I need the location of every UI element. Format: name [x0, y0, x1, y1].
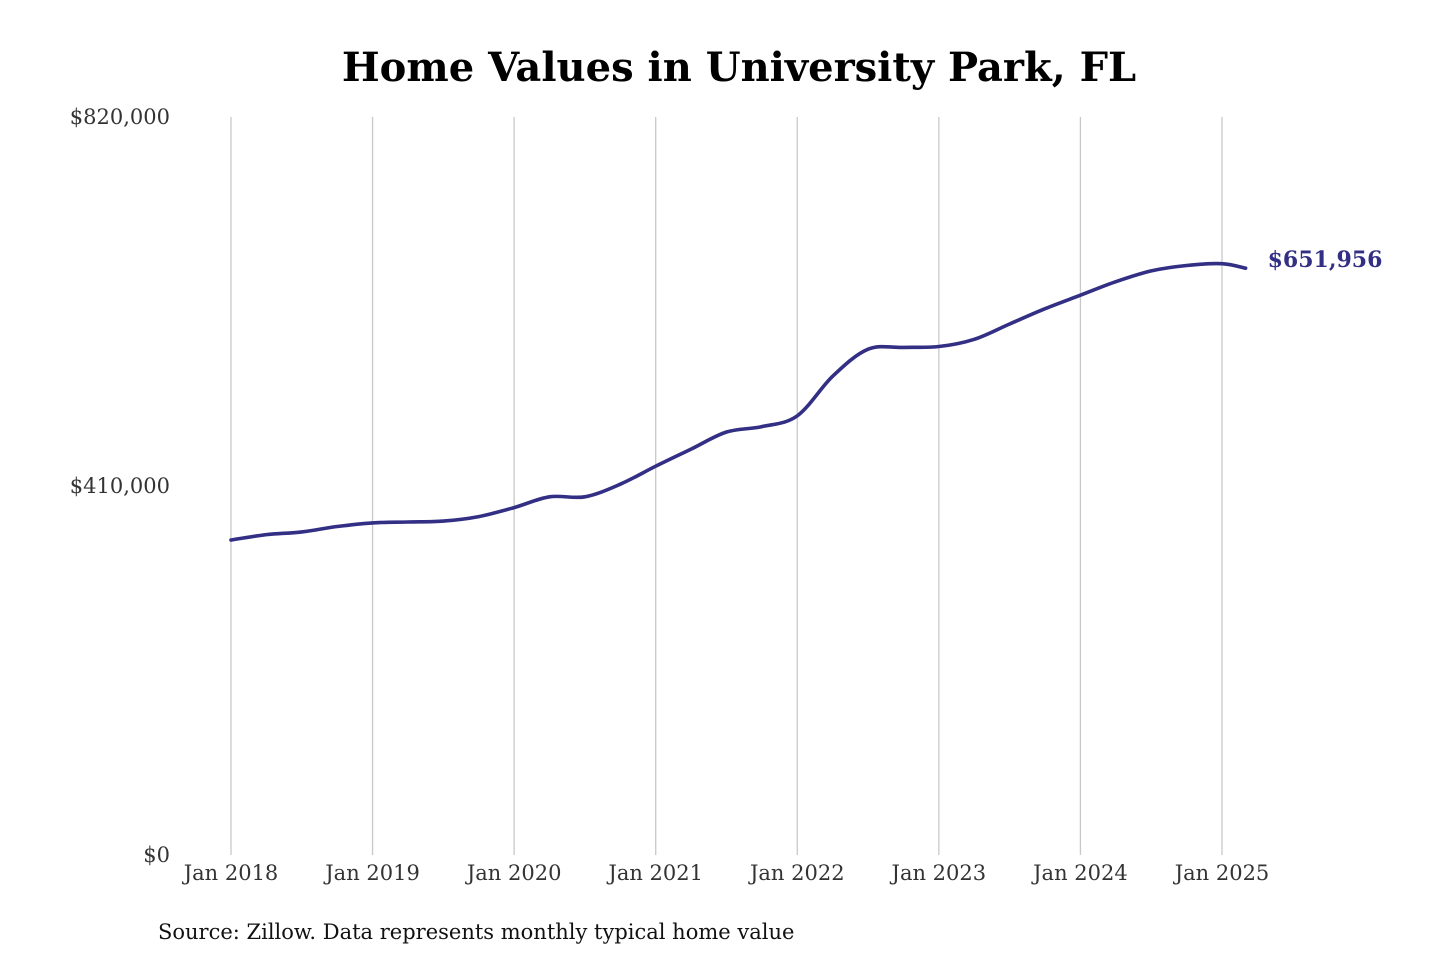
data-point-2022-10 [902, 346, 905, 349]
data-point-2018-01 [229, 538, 232, 541]
series-line-0 [229, 261, 1248, 542]
data-point-2023-10 [1043, 307, 1046, 310]
data-point-2019-04 [406, 520, 409, 523]
data-point-2022-04 [831, 375, 834, 378]
data-point-2023-04 [973, 338, 976, 341]
data-point-2024-01 [1079, 294, 1082, 297]
grid-lines [230, 117, 1223, 855]
data-point-2025-03 [1244, 267, 1247, 270]
data-point-2021-01 [654, 465, 657, 468]
x-tick-label-2018-01: Jan 2018 [182, 861, 279, 885]
y-axis-ticks: $0 $410,000 $820,000 [70, 105, 170, 867]
data-point-2021-07 [725, 430, 728, 433]
x-tick-label-2023-01: Jan 2023 [890, 861, 987, 885]
x-tick-label-2022-01: Jan 2022 [748, 861, 845, 885]
data-point-2023-01 [937, 345, 940, 348]
data-point-2020-04 [548, 495, 551, 498]
data-point-2020-10 [619, 483, 622, 486]
data-point-2019-01 [371, 521, 374, 524]
data-point-2021-04 [690, 448, 693, 451]
data-point-2024-10 [1185, 264, 1188, 267]
data-point-2023-07 [1008, 322, 1011, 325]
data-point-2024-07 [1150, 269, 1153, 272]
data-point-2020-01 [513, 506, 516, 509]
x-tick-label-2019-01: Jan 2019 [323, 861, 420, 885]
x-tick-label-2024-01: Jan 2024 [1031, 861, 1128, 885]
y-tick-label-410000: $410,000 [70, 474, 170, 498]
data-point-2018-04 [265, 533, 268, 536]
data-point-2022-07 [866, 348, 869, 351]
data-point-2020-07 [583, 495, 586, 498]
data-point-2024-04 [1114, 280, 1117, 283]
x-tick-label-2020-01: Jan 2020 [465, 861, 562, 885]
series-layer [229, 261, 1248, 542]
end-value-label: $651,956 [1268, 247, 1383, 273]
chart-title: Home Values in University Park, FL [342, 44, 1136, 91]
y-tick-label-820000: $820,000 [70, 105, 170, 129]
data-point-2018-07 [300, 530, 303, 533]
y-tick-label-0: $0 [143, 843, 170, 867]
x-tick-label-2025-01: Jan 2025 [1173, 861, 1270, 885]
data-point-2022-01 [796, 414, 799, 417]
data-point-2019-07 [442, 520, 445, 523]
source-note: Source: Zillow. Data represents monthly … [158, 920, 794, 944]
data-point-2025-01 [1220, 262, 1223, 265]
data-point-2018-10 [336, 525, 339, 528]
x-tick-label-2021-01: Jan 2021 [606, 861, 703, 885]
data-point-2021-10 [760, 425, 763, 428]
data-point-2019-10 [477, 515, 480, 518]
x-axis-ticks: Jan 2018 Jan 2019 Jan 2020 Jan 2021 Jan 2022… [182, 861, 1270, 885]
